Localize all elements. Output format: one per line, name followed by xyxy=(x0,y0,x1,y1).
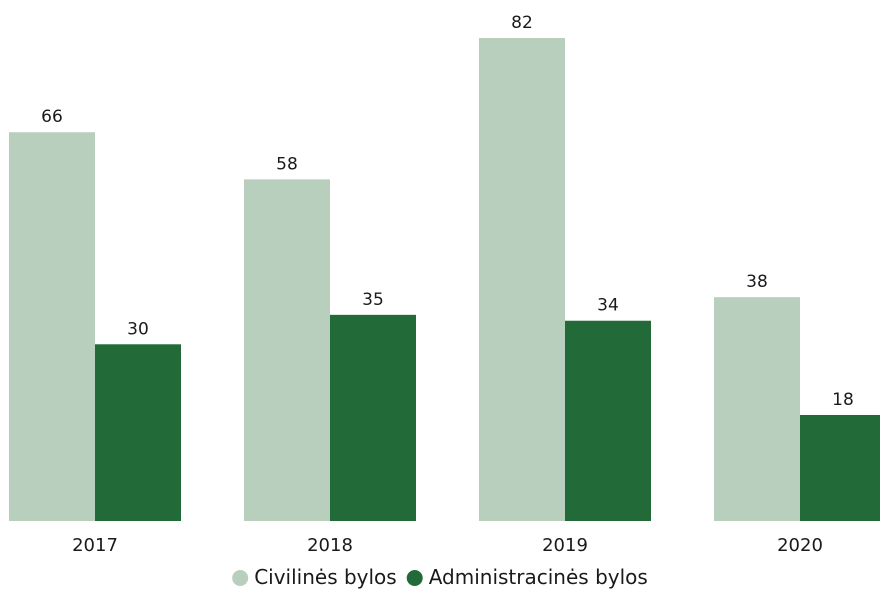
legend-marker-civilines xyxy=(232,570,249,586)
data-label-administracines-2019: 34 xyxy=(597,296,619,316)
x-tick-label-2020: 2020 xyxy=(777,535,823,556)
legend-label-civilines: Civilinės bylos xyxy=(254,565,397,589)
bar-civilines-2017 xyxy=(9,132,95,521)
data-label-civilines-2017: 66 xyxy=(41,107,63,127)
data-label-administracines-2018: 35 xyxy=(362,290,384,310)
bar-administracines-2020 xyxy=(800,414,880,521)
bar-civilines-2019 xyxy=(479,38,565,521)
data-label-administracines-2020: 18 xyxy=(832,390,854,410)
data-label-administracines-2017: 30 xyxy=(127,319,149,339)
bar-administracines-2019 xyxy=(565,320,651,521)
x-tick-label-2019: 2019 xyxy=(542,535,588,556)
data-label-civilines-2018: 58 xyxy=(276,154,298,174)
data-labels-layer: 66 30 58 35 82 34 38 18 xyxy=(41,13,854,410)
bar-civilines-2020 xyxy=(714,297,800,521)
legend-label-administracines: Administracinės bylos xyxy=(429,565,648,589)
legend-marker-administracines xyxy=(406,570,423,586)
legend-item-civilines: Civilinės bylos xyxy=(232,565,397,589)
bar-administracines-2018 xyxy=(330,314,416,521)
x-tick-label-2017: 2017 xyxy=(72,535,118,556)
x-axis-ticks: 2017 2018 2019 2020 xyxy=(72,535,823,556)
bar-civilines-2018 xyxy=(244,179,330,522)
legend: Civilinės bylos Administracinės bylos xyxy=(232,565,648,589)
data-label-civilines-2019: 82 xyxy=(511,13,533,33)
x-tick-label-2018: 2018 xyxy=(307,535,353,556)
bar-administracines-2017 xyxy=(95,344,181,521)
data-label-civilines-2020: 38 xyxy=(746,272,768,292)
bars-layer xyxy=(9,38,880,522)
legend-item-administracines: Administracinės bylos xyxy=(406,565,648,589)
